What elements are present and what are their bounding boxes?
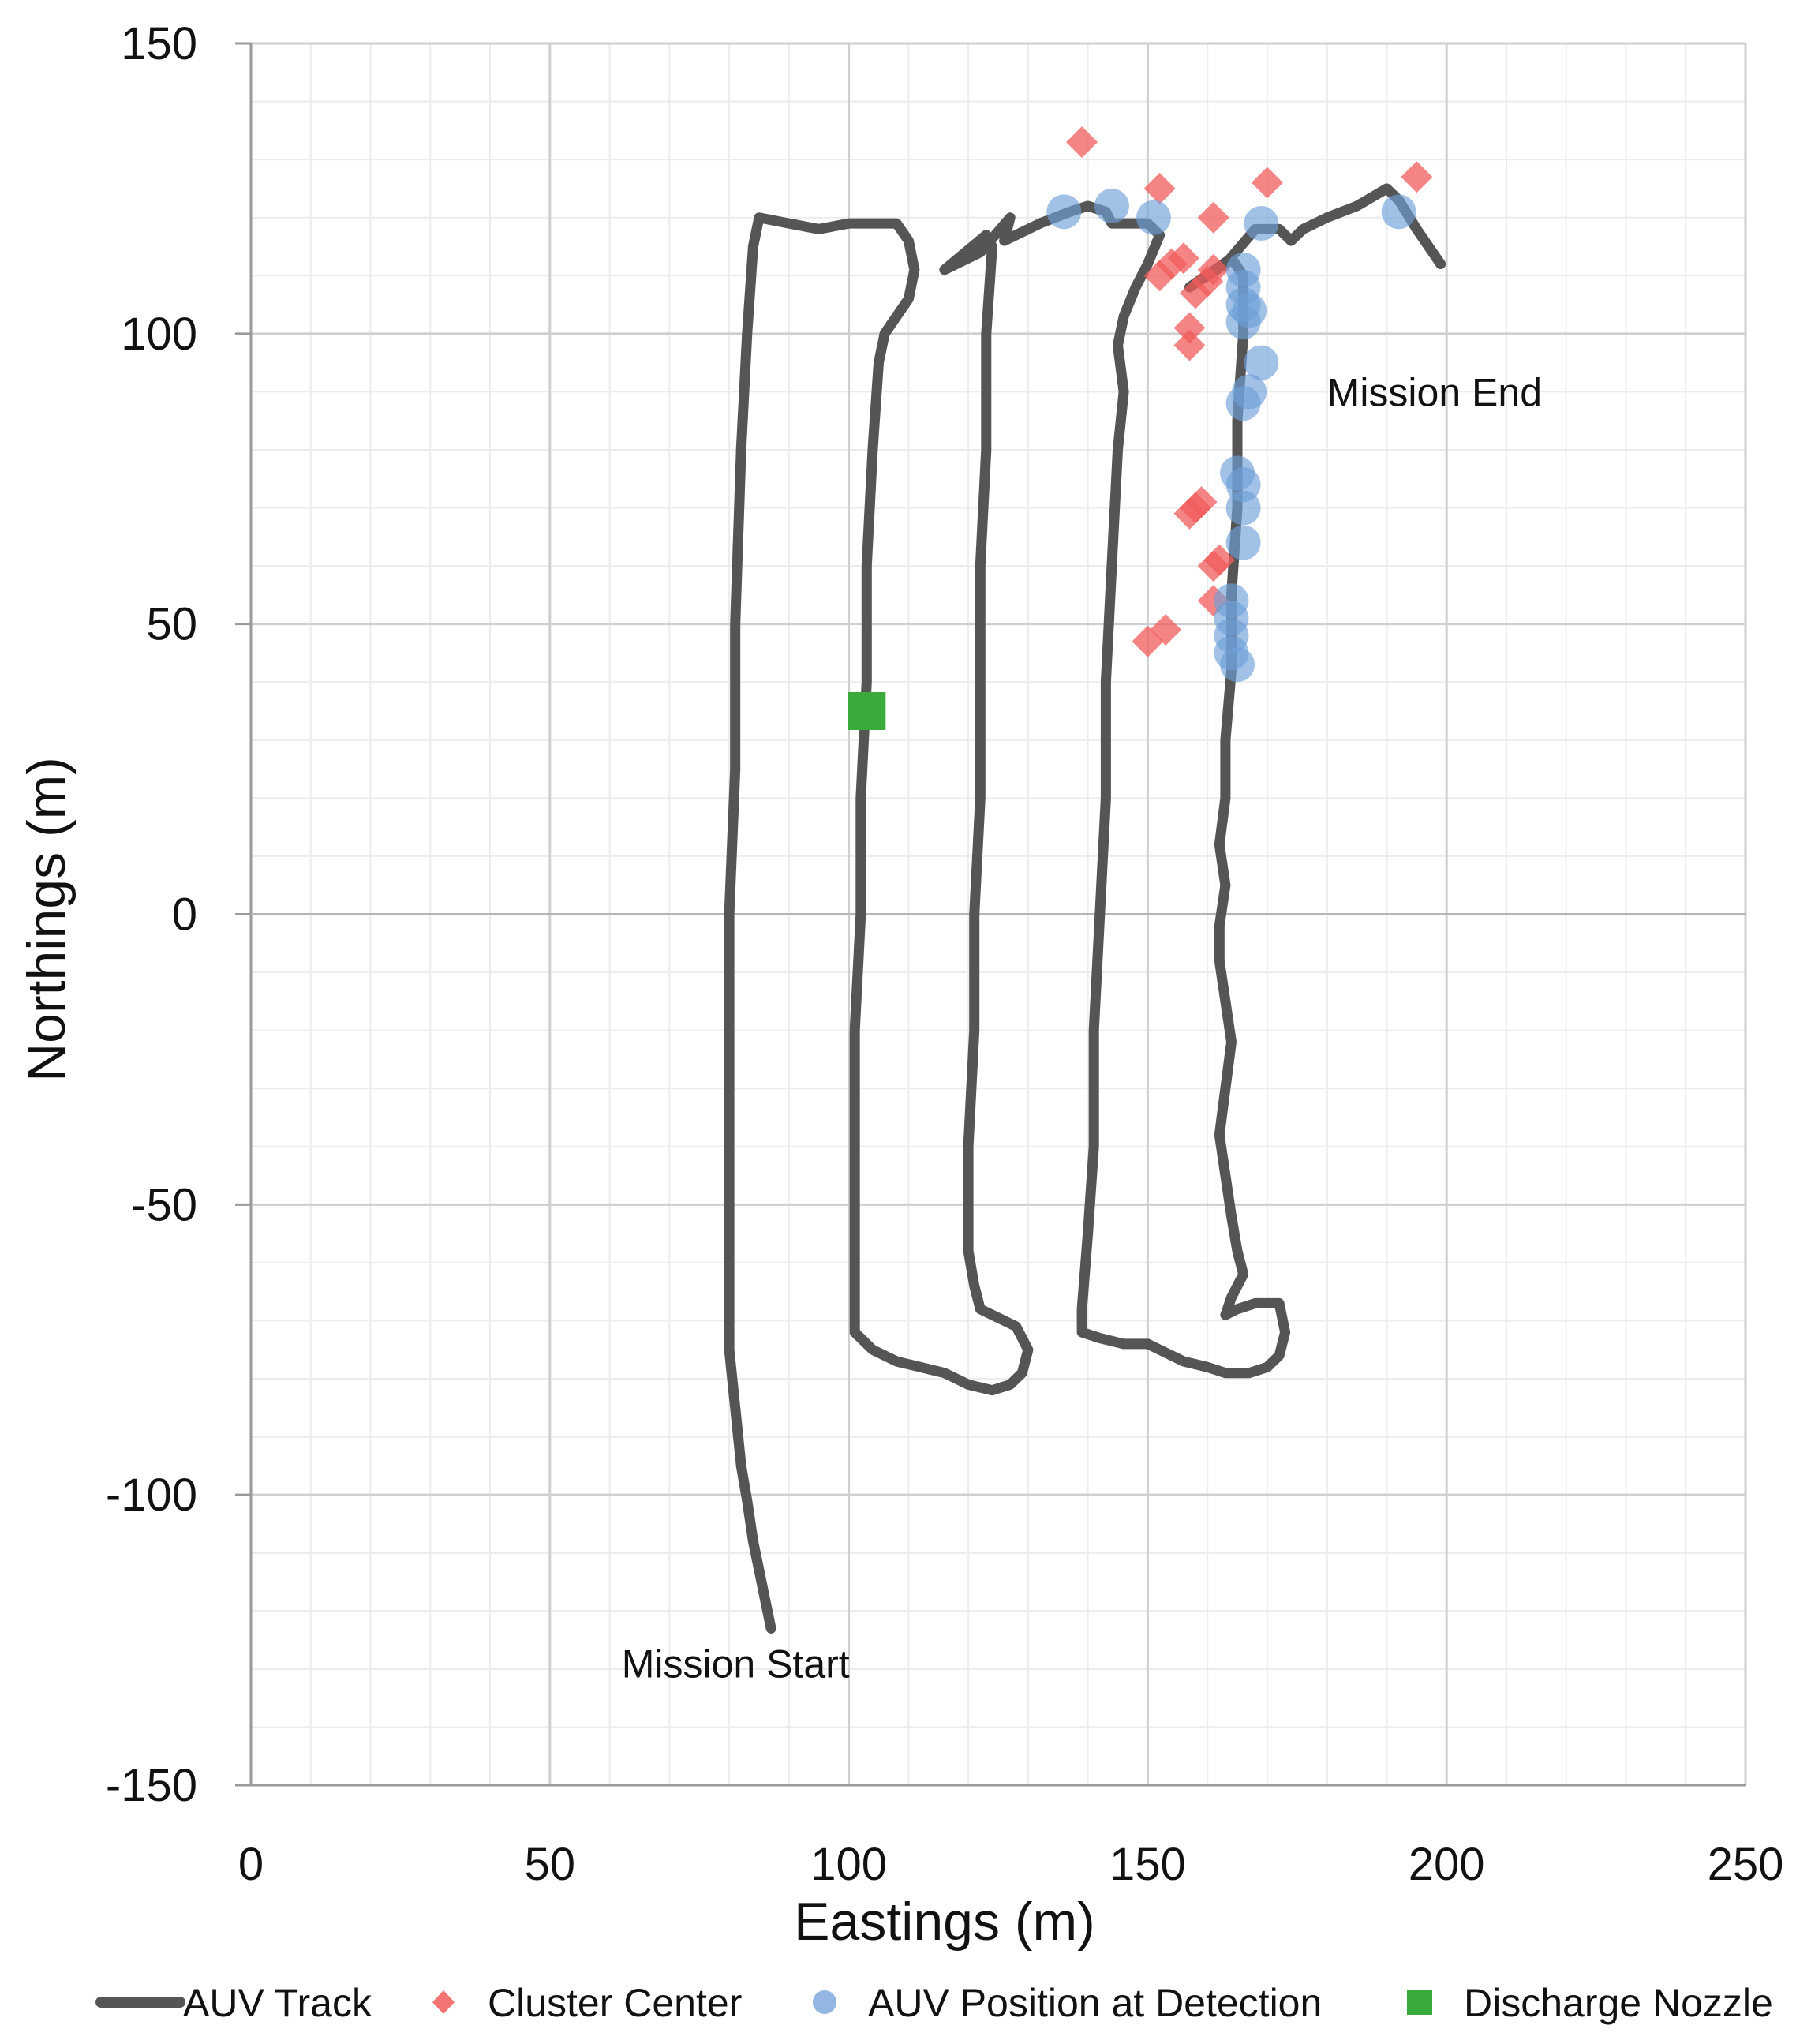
legend-item-auv-track[interactable]: AUV Track: [95, 1981, 372, 2025]
legend-swatch-square: [1407, 1990, 1432, 2015]
auv-position-point: [1094, 188, 1129, 223]
y-tick-label: -100: [106, 1469, 197, 1521]
auv-position-point: [1220, 647, 1255, 683]
cluster-center-point: [1197, 253, 1229, 286]
x-tick-label: 50: [525, 1839, 576, 1890]
cluster-center-point: [1185, 486, 1218, 518]
x-tick-label: 250: [1708, 1839, 1784, 1890]
cluster-center-point: [1173, 329, 1206, 361]
series-discharge-nozzle: [848, 692, 886, 731]
y-tick-label: 50: [146, 599, 197, 650]
auv-position-point: [1225, 525, 1261, 560]
cluster-center-point: [1150, 614, 1182, 646]
y-tick-label: -150: [106, 1760, 197, 1811]
annotation-mission-start: Mission Start: [622, 1642, 850, 1686]
legend-item-auv-position[interactable]: AUV Position at Detection: [813, 1981, 1322, 2025]
auv-position-point: [1225, 490, 1261, 526]
x-tick-label: 200: [1409, 1839, 1485, 1890]
cluster-center-point: [1401, 161, 1433, 193]
cluster-center-point: [1143, 260, 1176, 292]
x-tick-label: 0: [238, 1839, 264, 1890]
tick-labels: 0 50 100 150 200 250 -150 -100 -50 0 50 100 150: [106, 18, 1783, 1890]
cluster-center-point: [1251, 167, 1283, 199]
auv-position-point: [1046, 194, 1082, 230]
y-tick-label: 100: [121, 309, 197, 360]
legend-label-discharge-nozzle: Discharge Nozzle: [1464, 1981, 1773, 2025]
legend-swatch-circle: [813, 1990, 836, 2014]
legend-label-auv-position: AUV Position at Detection: [868, 1981, 1322, 2025]
auv-position-point: [1232, 293, 1267, 328]
auv-position-point: [1136, 200, 1171, 235]
legend-item-discharge-nozzle[interactable]: Discharge Nozzle: [1407, 1981, 1773, 2025]
cluster-center-point: [1143, 172, 1176, 204]
annotation-mission-end: Mission End: [1327, 370, 1542, 414]
cluster-center-point: [1066, 126, 1098, 159]
y-tick-label: 0: [172, 889, 197, 941]
discharge-nozzle-point: [848, 692, 886, 731]
y-axis-title: Northings (m): [17, 757, 77, 1082]
cluster-center-point: [1203, 544, 1236, 576]
series-auv-position-at-detection: [1046, 188, 1416, 683]
legend: AUV Track Cluster Center AUV Position at…: [95, 1981, 1773, 2025]
cluster-center-point: [1167, 242, 1199, 275]
auv-position-point: [1381, 194, 1416, 230]
series-cluster-center: [1066, 126, 1433, 657]
legend-item-cluster-center[interactable]: Cluster Center: [432, 1981, 742, 2025]
auv-position-point: [1244, 206, 1279, 241]
x-axis-title: Eastings (m): [794, 1892, 1095, 1952]
y-tick-label: -50: [131, 1179, 197, 1230]
auv-position-point: [1225, 386, 1261, 421]
x-tick-label: 100: [810, 1839, 887, 1890]
legend-label-auv-track: AUV Track: [183, 1981, 372, 2025]
legend-swatch-diamond: [432, 1990, 455, 2014]
legend-label-cluster-center: Cluster Center: [488, 1981, 742, 2025]
auv-position-point: [1244, 345, 1279, 380]
y-tick-label: 150: [121, 18, 197, 69]
cluster-center-point: [1173, 312, 1206, 344]
x-tick-label: 150: [1109, 1839, 1186, 1890]
cluster-center-point: [1197, 201, 1229, 234]
axes: [235, 42, 1746, 1787]
plot-area: [724, 126, 1446, 1634]
